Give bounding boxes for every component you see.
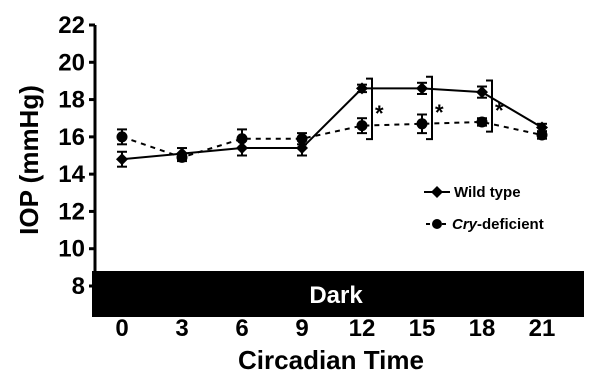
data-point-diamond	[416, 82, 428, 95]
significance-group: * * *	[366, 75, 504, 141]
x-tick-label: 21	[529, 315, 556, 342]
data-point-diamond	[476, 86, 488, 99]
data-point-diamond	[536, 121, 548, 134]
x-tick-label: 9	[295, 315, 308, 342]
significance-bracket	[486, 79, 493, 133]
data-point-circle	[116, 131, 128, 143]
data-point-circle	[236, 133, 248, 145]
series-line-0	[121, 87, 543, 161]
data-point-circle	[536, 129, 548, 141]
significance-star: *	[495, 98, 504, 123]
data-point-circle	[356, 120, 368, 132]
legend-label-rest: -deficient	[477, 216, 544, 233]
dark-band-group: Dark	[92, 271, 584, 317]
significance-star: *	[375, 101, 384, 126]
legend-label-wild-type: Wild type	[454, 184, 521, 201]
y-tick-label: 16	[58, 124, 85, 151]
legend: Wild type Cry-deficient	[424, 184, 544, 233]
dark-band	[92, 271, 584, 317]
legend-label-italic: Cry	[452, 216, 478, 233]
y-tick-label: 10	[58, 236, 85, 263]
data-point-circle	[176, 151, 188, 163]
data-point-circle	[416, 118, 428, 130]
dark-band-label: Dark	[309, 282, 363, 309]
legend-label-cry-deficient: Cry-deficient	[452, 216, 544, 233]
series-group	[116, 81, 548, 168]
x-tick-label: 12	[349, 315, 376, 342]
y-tick-label: 20	[58, 49, 85, 76]
y-axis-title: IOP (mmHg)	[14, 85, 44, 235]
x-tick-label: 6	[235, 315, 248, 342]
y-tick-label: 12	[58, 198, 85, 225]
data-point-diamond	[116, 153, 128, 166]
legend-marker-diamond	[431, 186, 443, 198]
x-tick-label: 18	[469, 315, 496, 342]
significance-bracket	[366, 77, 373, 141]
y-tick-label: 18	[58, 87, 85, 114]
y-tick-label: 22	[58, 12, 85, 39]
legend-marker-circle	[432, 219, 442, 229]
significance-bracket	[426, 75, 433, 141]
x-tick-label: 15	[409, 315, 436, 342]
data-point-diamond	[356, 82, 368, 95]
axes: 8 10 12 14 16 18 20 22 0 3 6 9 12 15 18 21 Circadian Tim…	[14, 12, 555, 375]
x-axis-title: Circadian Time	[238, 345, 424, 375]
x-tick-label: 3	[175, 315, 188, 342]
data-point-circle	[476, 116, 488, 128]
significance-star: *	[435, 100, 444, 125]
series-line-1	[121, 120, 543, 159]
data-point-circle	[296, 133, 308, 145]
y-tick-label: 8	[72, 273, 85, 300]
y-tick-label: 14	[58, 161, 85, 188]
x-tick-label: 0	[115, 315, 128, 342]
